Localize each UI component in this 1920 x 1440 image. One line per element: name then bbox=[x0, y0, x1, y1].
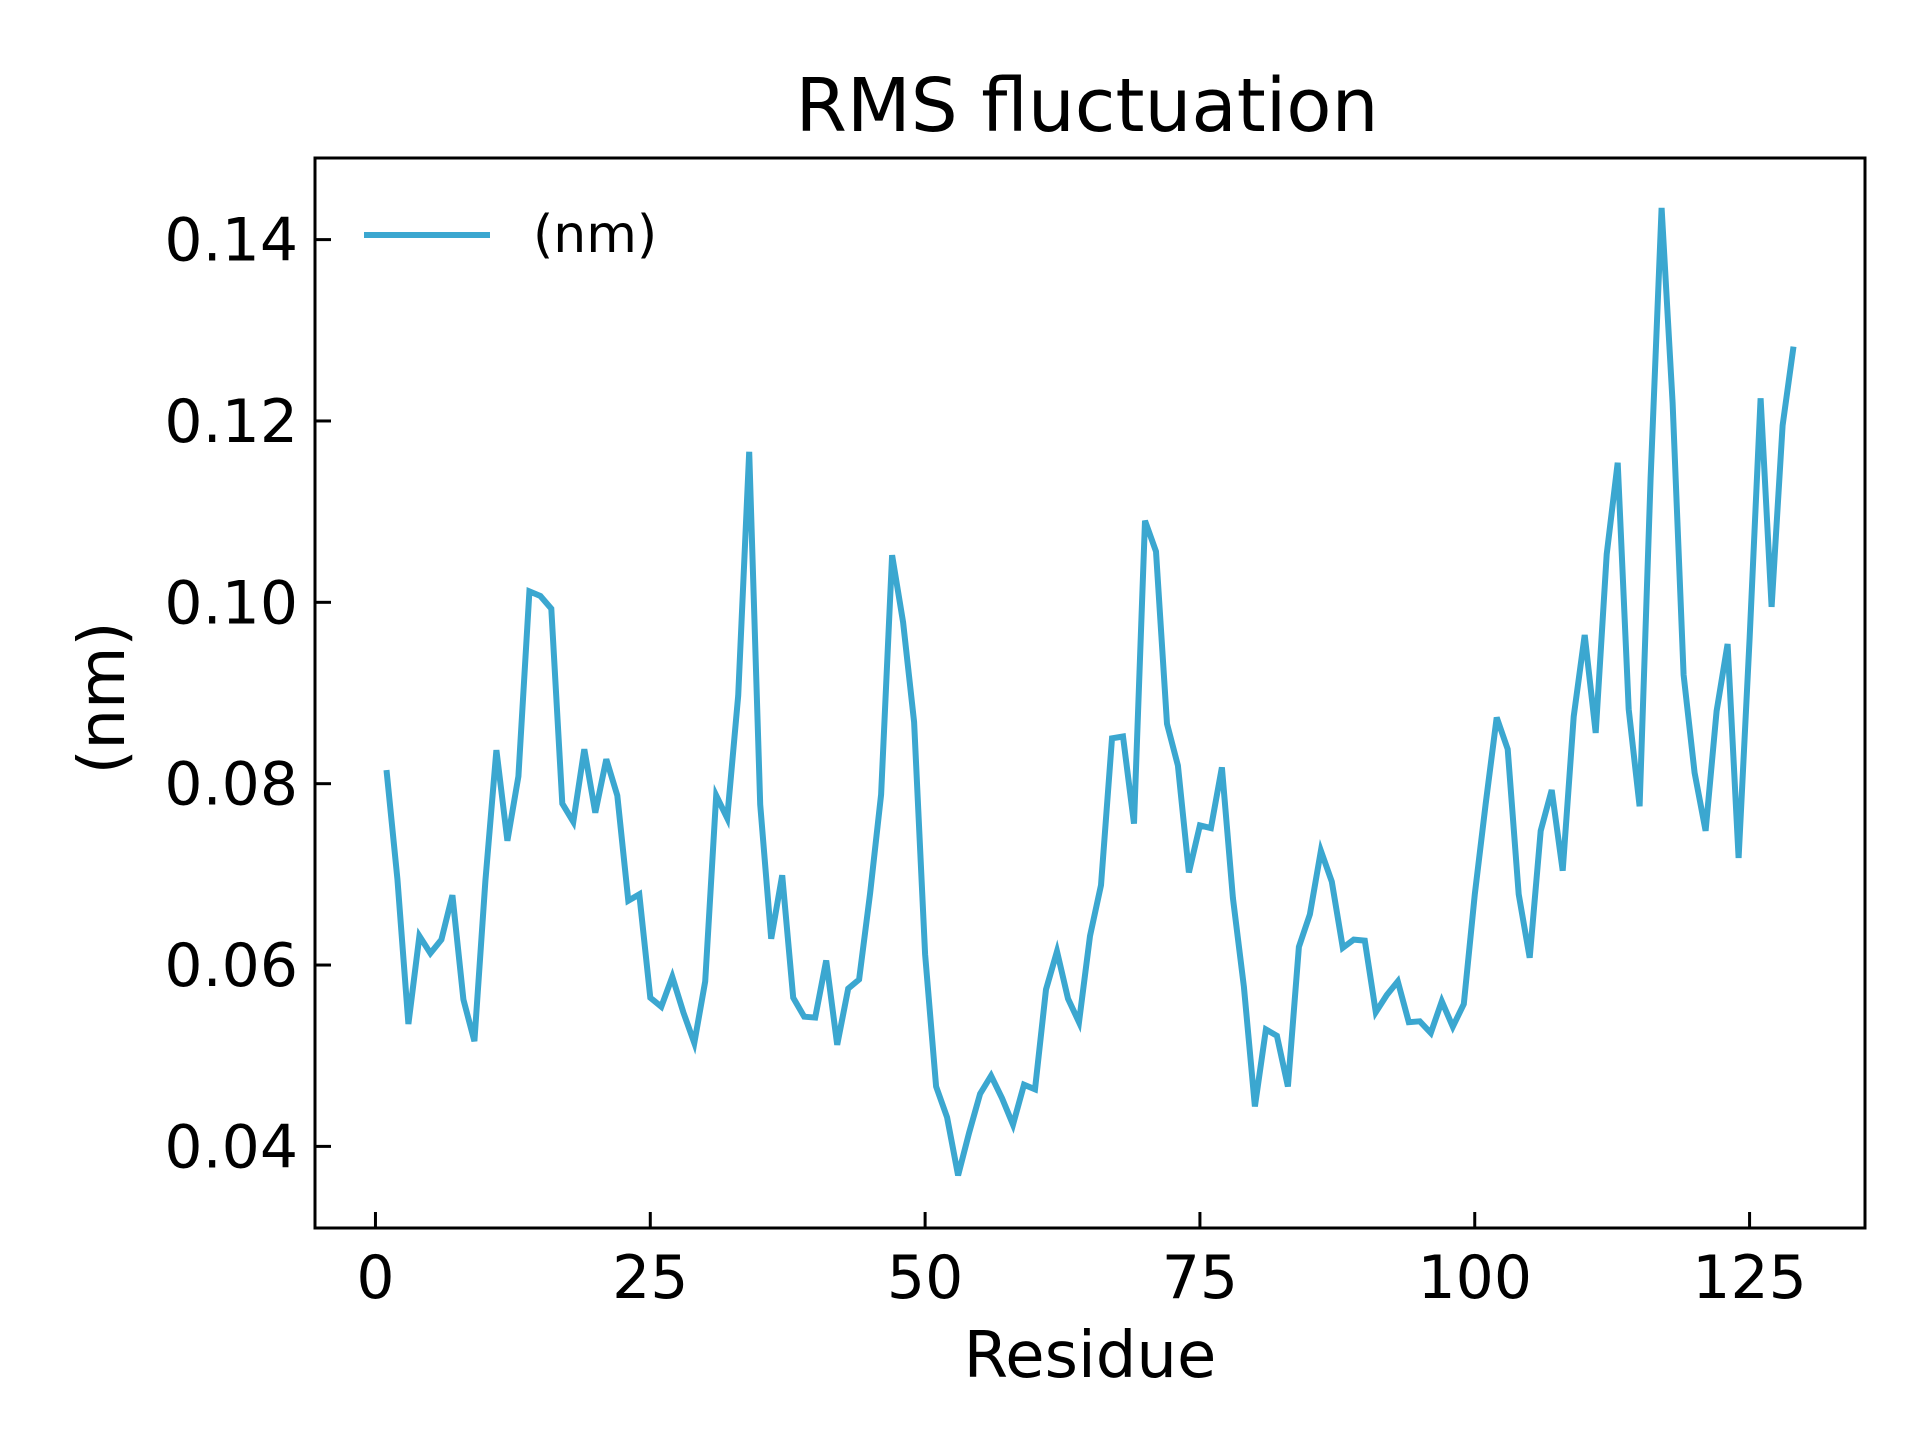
plot-frame bbox=[313, 156, 1867, 1230]
axis-ticks: 0 25 50 75 100 125 0.04 0.06 0.08 0.10 0.12 0.14 bbox=[164, 206, 1806, 1313]
y-tick-label: 0.10 bbox=[164, 568, 298, 638]
y-tick-label: 0.14 bbox=[164, 206, 298, 276]
y-axis-label: (nm) bbox=[66, 622, 140, 775]
x-tick-label: 75 bbox=[1162, 1243, 1238, 1313]
y-tick-label: 0.08 bbox=[164, 750, 298, 820]
y-tick-label: 0.06 bbox=[164, 931, 298, 1001]
series-line bbox=[383, 207, 1797, 1177]
x-axis-label: Residue bbox=[964, 1319, 1217, 1393]
legend-label: (nm) bbox=[533, 205, 657, 265]
x-tick-label: 125 bbox=[1692, 1243, 1807, 1313]
y-tick-label: 0.04 bbox=[164, 1112, 298, 1182]
x-tick-label: 50 bbox=[887, 1243, 963, 1313]
chart-title: RMS fluctuation bbox=[796, 63, 1379, 149]
x-tick-label: 0 bbox=[356, 1243, 394, 1313]
plot-layer bbox=[383, 207, 1797, 1177]
legend: (nm) bbox=[364, 205, 657, 265]
x-tick-label: 100 bbox=[1417, 1243, 1532, 1313]
x-tick-label: 25 bbox=[612, 1243, 688, 1313]
y-tick-label: 0.12 bbox=[164, 387, 298, 457]
